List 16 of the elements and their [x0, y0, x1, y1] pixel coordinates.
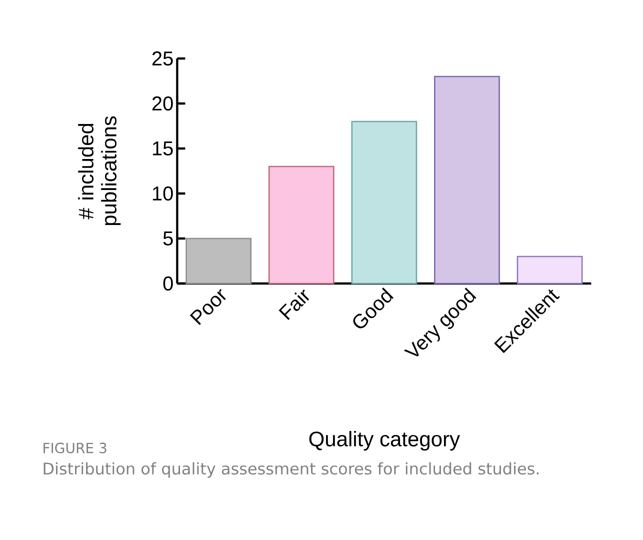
x-tick-label: Fair [278, 290, 310, 320]
bar [186, 238, 252, 284]
y-tick-label: 15 [152, 142, 173, 156]
x-axis-title: Quality category [309, 431, 460, 451]
y-tick-label: 20 [152, 96, 173, 111]
y-axis-title: # included publications [78, 116, 121, 226]
text: Distribution of quality assessment scores for included studies. [44, 462, 539, 478]
y-tick-label: 10 [152, 186, 173, 201]
y-tick-label: 5 [163, 232, 173, 246]
y-tick-label: 25 [152, 51, 173, 66]
y-tick-label: 0 [163, 276, 173, 291]
bar [268, 166, 334, 284]
bar [516, 256, 583, 284]
bar [434, 76, 500, 284]
caption: FIGURE 3 [44, 442, 106, 454]
bar [351, 120, 418, 284]
